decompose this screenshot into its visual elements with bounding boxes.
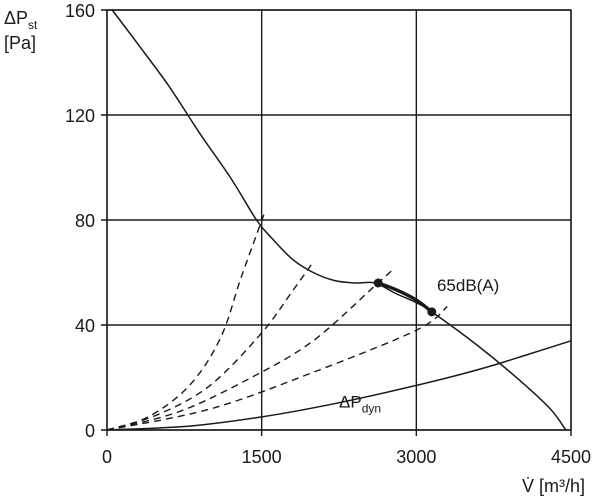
markers-group bbox=[373, 278, 437, 317]
series-system-2 bbox=[106, 261, 314, 431]
x-tick-label-2: 3000 bbox=[396, 447, 436, 467]
marker-point-0 bbox=[373, 278, 383, 288]
y-tick-label-2: 80 bbox=[75, 211, 95, 231]
y-axis-label-main: ΔP bbox=[4, 8, 28, 28]
series-dynamic-pressure bbox=[106, 340, 572, 431]
plot-frame bbox=[106, 9, 572, 431]
tick-labels: 0 1500 3000 4500 0 40 80 120 160 bbox=[65, 1, 591, 467]
dynamic-pressure-label: ΔPdyn bbox=[339, 393, 381, 416]
y-axis-label-sub: st bbox=[28, 18, 38, 32]
y-axis-label: ΔPst bbox=[4, 8, 38, 32]
y-tick-label-3: 120 bbox=[65, 106, 95, 126]
series-noise-curve bbox=[377, 281, 433, 314]
series-fan-curve bbox=[111, 9, 567, 431]
series-system-4 bbox=[106, 306, 448, 431]
series-system-1 bbox=[106, 211, 266, 431]
grid bbox=[101, 9, 572, 436]
marker-point-1 bbox=[427, 307, 437, 317]
series-group bbox=[106, 9, 572, 431]
y-tick-label-0: 0 bbox=[85, 421, 95, 441]
x-tick-label-0: 0 bbox=[102, 447, 112, 467]
y-axis-unit: [Pa] bbox=[4, 33, 36, 53]
x-axis-label: V̇ [m³/h] bbox=[522, 476, 585, 496]
dynamic-pressure-label-sub: dyn bbox=[362, 402, 381, 416]
y-tick-label-4: 160 bbox=[65, 1, 95, 21]
x-axis-label-main: V̇ bbox=[522, 476, 534, 496]
y-tick-label-1: 40 bbox=[75, 316, 95, 336]
x-axis-unit: [m³/h] bbox=[539, 476, 585, 496]
x-tick-label-1: 1500 bbox=[242, 447, 282, 467]
dynamic-pressure-label-main: ΔP bbox=[339, 393, 362, 412]
noise-level-label: 65dB(A) bbox=[437, 276, 499, 295]
x-tick-label-3: 4500 bbox=[551, 447, 591, 467]
